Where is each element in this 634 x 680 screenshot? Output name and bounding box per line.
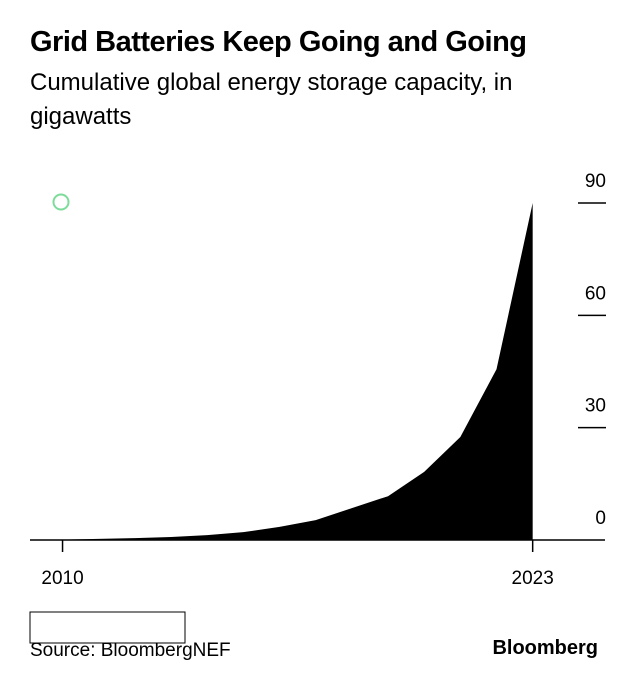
y-tick-label: 0 xyxy=(595,508,606,529)
x-tick-label: 2023 xyxy=(512,568,554,589)
y-tick-label: 30 xyxy=(585,396,606,417)
x-tick-label: 2010 xyxy=(41,568,83,589)
marker-circle xyxy=(52,193,70,211)
brand: Bloomberg xyxy=(492,637,598,659)
y-tick-label: 60 xyxy=(585,283,606,304)
area xyxy=(62,203,533,540)
chart-subtitle: Cumulative global energy storage capacit… xyxy=(30,69,513,130)
overlay-box xyxy=(29,611,186,644)
y-tick-label: 90 xyxy=(585,171,606,192)
source: Source: BloombergNEF xyxy=(30,640,231,661)
chart-title: Grid Batteries Keep Going and Going xyxy=(30,26,527,58)
